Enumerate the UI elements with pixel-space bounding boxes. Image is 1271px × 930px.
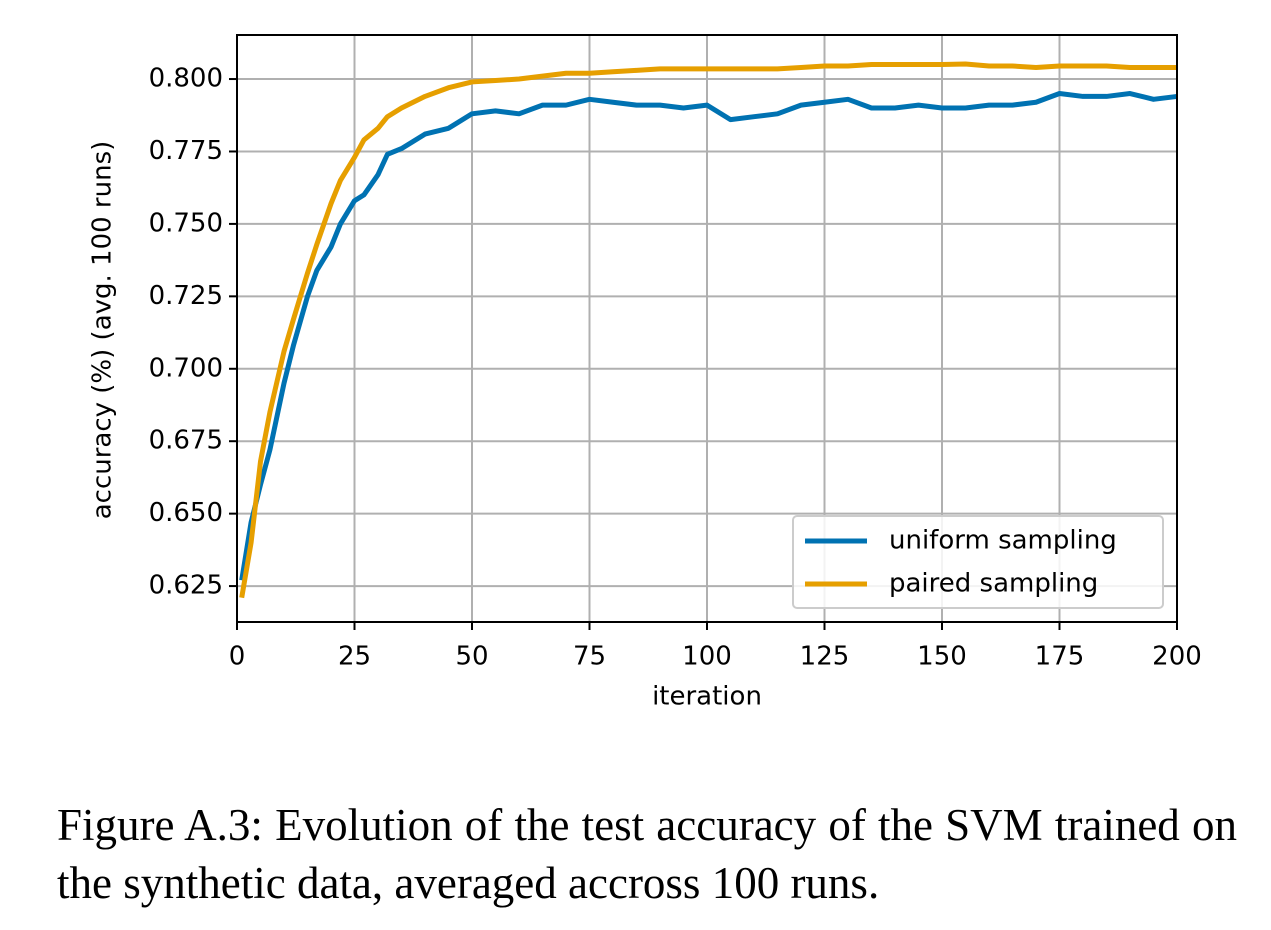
- plot-frame: [236, 34, 1178, 623]
- x-tick-label: 175: [1035, 642, 1085, 672]
- x-tick-label: 0: [229, 642, 246, 672]
- y-tick-label: 0.775: [149, 136, 223, 166]
- legend-box: [792, 515, 1164, 609]
- chart: iteration accuracy (%) (avg. 100 runs) 0…: [88, 34, 1202, 712]
- y-axis-label: accuracy (%) (avg. 100 runs): [88, 141, 118, 520]
- x-tick-label: 150: [917, 642, 967, 672]
- y-tick-label: 0.725: [149, 281, 223, 311]
- y-tick-label: 0.650: [149, 498, 223, 528]
- x-tick-label: 75: [573, 642, 606, 672]
- y-tick-label: 0.675: [149, 426, 223, 456]
- x-axis-label: iteration: [652, 682, 762, 712]
- series-line: [239, 91, 1178, 581]
- x-tick-label: 200: [1152, 642, 1202, 672]
- y-tick-label: 0.700: [149, 353, 223, 383]
- y-tick-label: 0.800: [149, 64, 223, 94]
- series-line: [239, 61, 1177, 599]
- x-tick-label: 125: [800, 642, 850, 672]
- legend-label: paired sampling: [889, 569, 1098, 599]
- x-tick-label: 50: [455, 642, 488, 672]
- legend: uniform sampling paired sampling: [792, 515, 1164, 609]
- y-tick-label: 0.750: [149, 208, 223, 238]
- figure-caption: Figure A.3: Evolution of the test accura…: [57, 800, 1237, 908]
- x-tick-label: 25: [338, 642, 371, 672]
- x-tick-label: 100: [682, 642, 732, 672]
- legend-label: uniform sampling: [889, 526, 1117, 556]
- y-tick-label: 0.625: [149, 571, 223, 601]
